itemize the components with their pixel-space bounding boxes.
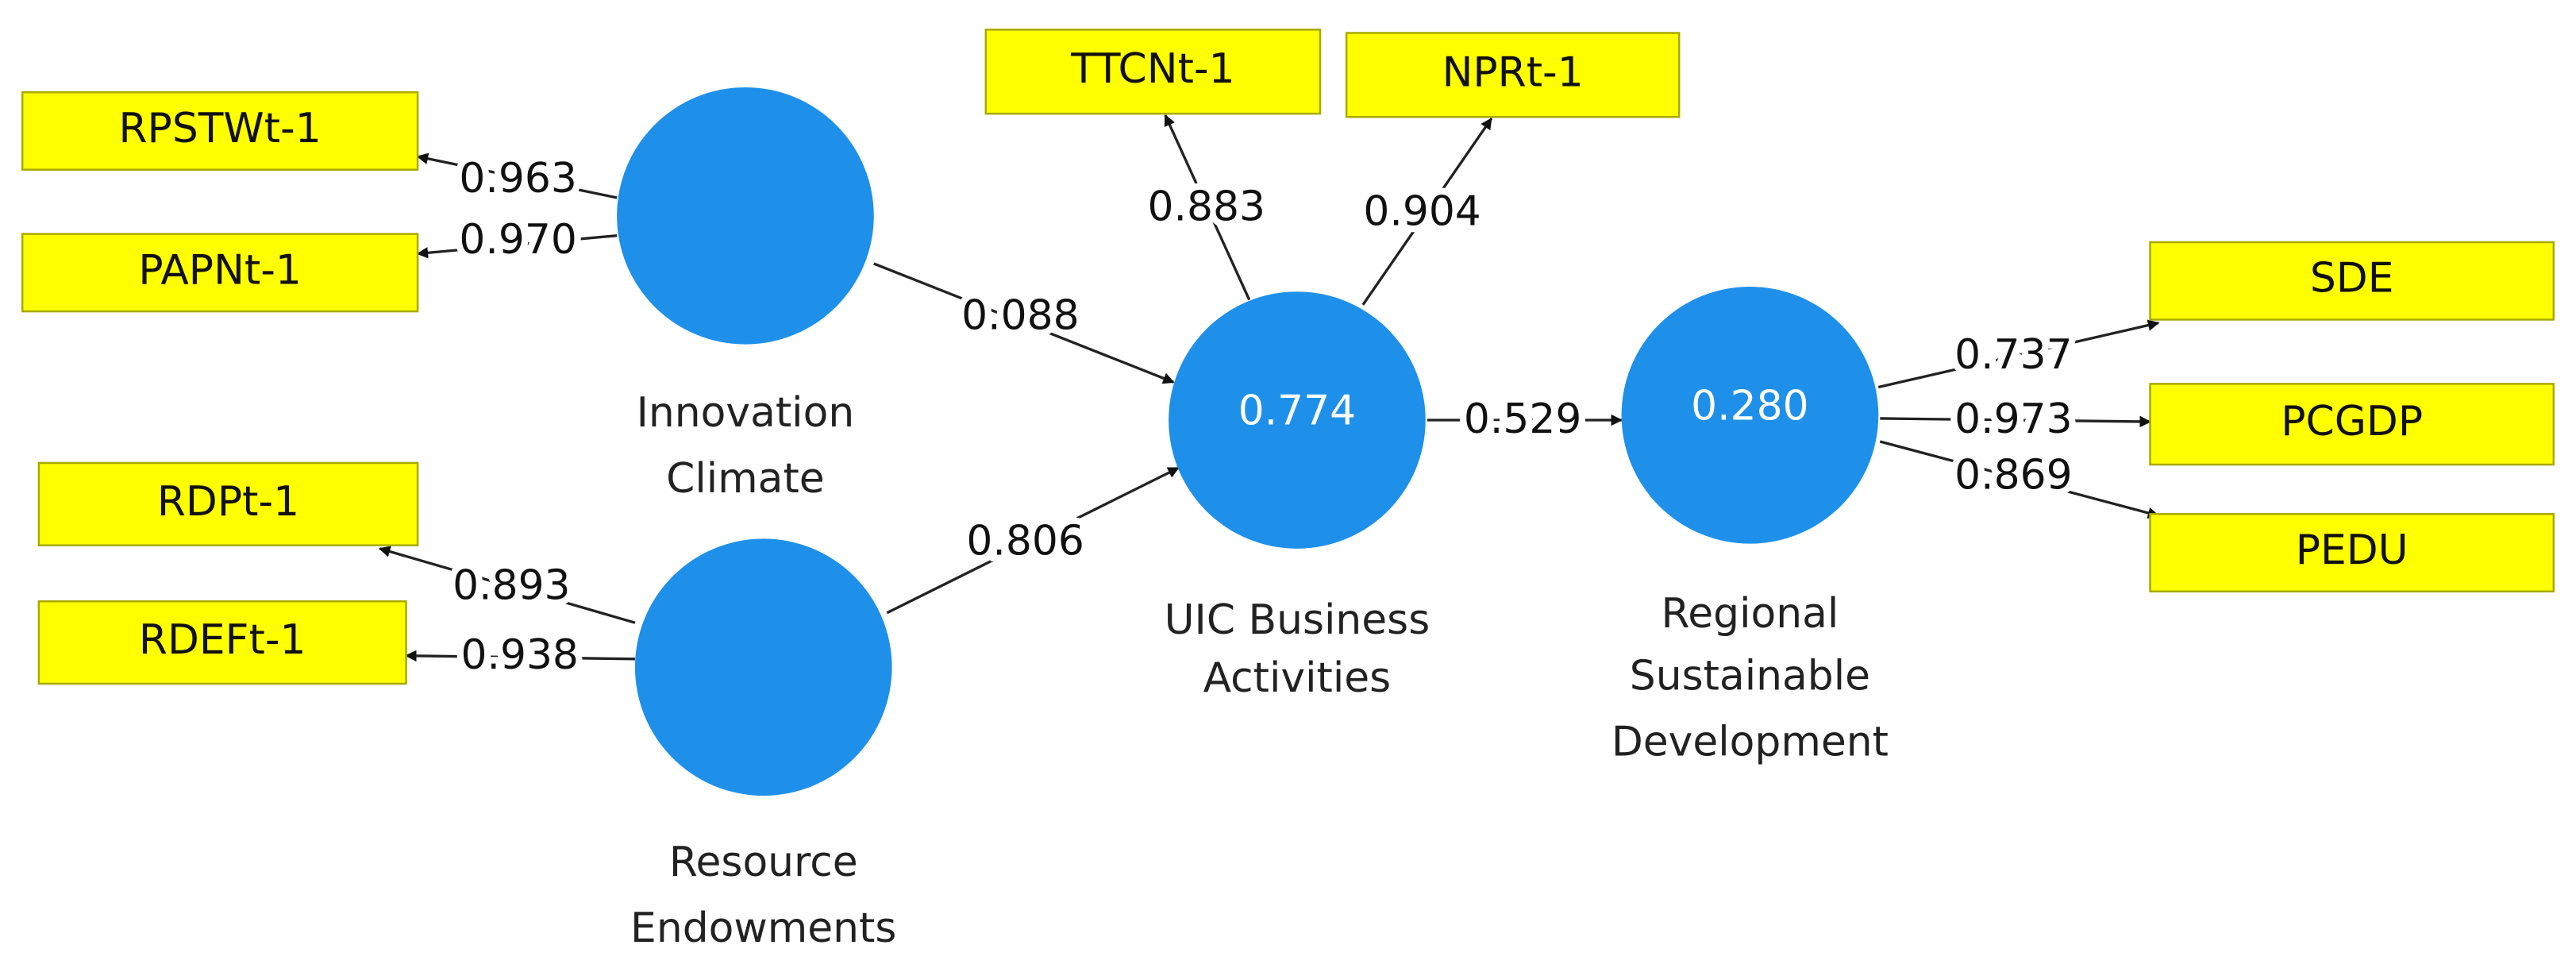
indicator-box — [21, 233, 419, 313]
indicator-box — [37, 461, 419, 546]
indicator-label: PCGDP — [2281, 398, 2423, 446]
indicator-box — [2149, 513, 2555, 593]
path — [886, 466, 1180, 615]
loading — [405, 650, 635, 662]
r-squared: 0.774 — [1238, 388, 1356, 435]
indicator-label: PEDU — [2296, 526, 2409, 574]
labels: 0.963 0.970 0.893 0.938 0.883 0.904 0.737 0.973… — [119, 45, 2424, 952]
indicator-label: RPSTWt-1 — [119, 105, 322, 152]
construct — [617, 87, 874, 345]
construct-label: Endowments — [630, 904, 896, 952]
loading-label: 0.963 — [459, 155, 576, 202]
indicator-box — [984, 29, 1322, 115]
path-label: 0.806 — [966, 518, 1084, 565]
loading — [416, 152, 618, 199]
construct — [1621, 286, 1879, 544]
construct-label: Sustainable — [1630, 653, 1870, 700]
loading-label: 0.737 — [1954, 331, 2072, 379]
path-label: 0.088 — [961, 291, 1079, 339]
loading-label: 0.883 — [1148, 183, 1265, 230]
construct-label: Development — [1611, 719, 1889, 766]
indicator-label: RDEFt-1 — [139, 616, 306, 664]
loading-label: 0.938 — [460, 631, 578, 679]
indicator-label: RDPt-1 — [157, 478, 299, 526]
indicator-label: SDE — [2310, 255, 2394, 303]
construct — [634, 538, 892, 796]
construct-label: Regional — [1662, 590, 1839, 638]
indicator-box — [2149, 383, 2555, 466]
path-label: 0.529 — [1464, 395, 1581, 443]
construct-label: Climate — [666, 455, 825, 503]
indicator-box — [37, 600, 407, 685]
construct-label: Resource — [669, 839, 858, 886]
construct-label: Innovation — [637, 389, 855, 437]
construct-label: Activities — [1203, 654, 1392, 702]
loading — [416, 234, 618, 259]
construct-label: UIC Business — [1165, 596, 1430, 644]
construct — [1169, 291, 1426, 549]
indicator-box — [1345, 32, 1681, 118]
loading-label: 0.970 — [459, 216, 576, 264]
loading-label: 0.893 — [452, 562, 570, 610]
indicator-label: PAPNt-1 — [138, 246, 302, 294]
loading — [1164, 114, 1251, 301]
loading — [378, 546, 636, 624]
loading — [1877, 319, 2160, 389]
loading-label: 0.904 — [1363, 188, 1481, 236]
loading-label: 0.973 — [1954, 395, 2072, 443]
indicator-box — [21, 91, 419, 171]
indicator-label: NPRt-1 — [1442, 48, 1584, 96]
indicator-box — [2149, 241, 2555, 321]
indicator-label: TTCNt-1 — [1070, 45, 1234, 93]
loading — [1361, 118, 1493, 306]
loading-label: 0.869 — [1954, 452, 2072, 499]
r-squared: 0.280 — [1691, 382, 1808, 430]
loading — [1880, 415, 2151, 428]
path — [873, 262, 1175, 384]
arrows — [378, 114, 2160, 662]
nodes — [21, 29, 2555, 796]
loading — [1879, 440, 2160, 519]
